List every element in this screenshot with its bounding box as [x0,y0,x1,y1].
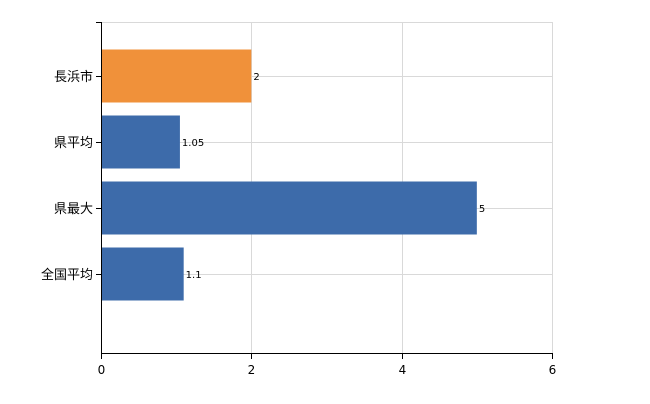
x-tick-label-3: 6 [549,363,557,377]
data-label-2: 5 [479,204,485,215]
bar-3 [101,247,184,301]
bar-0 [101,49,252,103]
x-tick-label-0: 0 [98,363,106,377]
category-label-2: 県最大 [54,202,93,217]
bar-2 [101,181,477,235]
labels: 2 長浜市 1.05 県平均 5 県最大 1.1 全国平均 0 2 4 6 [41,69,556,377]
category-label-1: 県平均 [54,136,93,151]
category-label-3: 全国平均 [41,267,93,283]
x-tick-label-2: 4 [399,363,407,377]
bars [101,49,477,301]
data-label-0: 2 [253,72,259,83]
x-tick-label-1: 2 [248,363,256,377]
data-label-3: 1.1 [186,270,202,281]
data-label-1: 1.05 [182,138,204,149]
axes [96,22,553,359]
bar-1 [101,115,180,169]
category-label-0: 長浜市 [54,69,93,85]
